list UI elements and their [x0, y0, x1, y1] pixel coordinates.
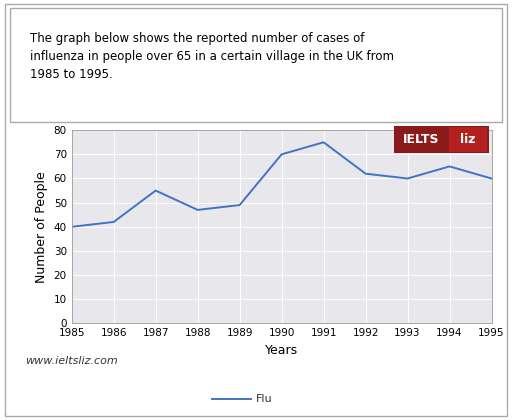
Bar — [449, 127, 487, 152]
Y-axis label: Number of People: Number of People — [35, 171, 48, 283]
Text: The graph below shows the reported number of cases of
influenza in people over 6: The graph below shows the reported numbe… — [30, 32, 394, 81]
Text: Flu: Flu — [256, 394, 272, 404]
X-axis label: Years: Years — [265, 344, 298, 357]
Text: liz: liz — [460, 133, 476, 146]
Text: www.ieltsliz.com: www.ieltsliz.com — [25, 356, 118, 366]
Text: IELTS: IELTS — [402, 133, 439, 146]
